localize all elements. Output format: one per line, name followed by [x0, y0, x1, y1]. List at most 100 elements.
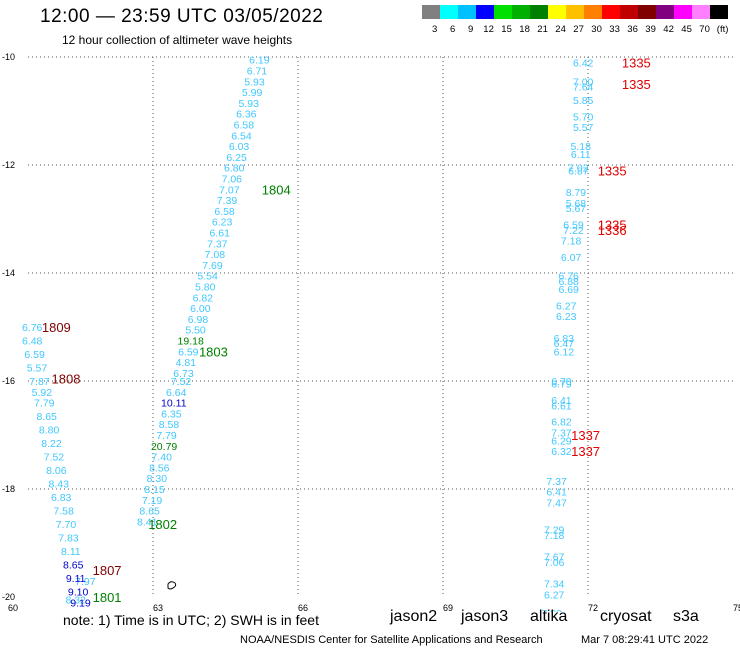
swh-value: 7.87	[29, 376, 50, 388]
legend-label: 9	[468, 24, 473, 35]
swh-value: 7.70	[56, 519, 77, 531]
color-legend: 3 6 9 12 15 18 21 24 27 30 33 36 39 42 45 70 (ft)	[422, 5, 728, 35]
x-tick-label: 63	[153, 603, 163, 612]
swh-value: 5.92	[32, 387, 53, 399]
swh-value: 6.58	[214, 206, 235, 218]
swh-value: 6.42	[573, 57, 594, 69]
swh-value: 6.25	[226, 152, 247, 164]
swh-value: 5.93	[238, 98, 259, 110]
swh-value: 8.79	[566, 187, 587, 199]
legend-label: 6	[450, 24, 455, 35]
island-outline	[167, 581, 177, 590]
swh-value: 6.98	[188, 314, 209, 326]
swh-value: 6.03	[229, 141, 250, 153]
swh-value: 6.82	[551, 417, 572, 429]
swh-value: 8.15	[144, 484, 165, 496]
swh-value: 6.00	[190, 303, 211, 315]
swh-value: 7.07	[219, 184, 240, 196]
swh-value: 6.11	[571, 149, 591, 161]
swh-value: 7.06	[544, 557, 565, 569]
swh-value: 5.68	[566, 198, 587, 210]
pass-time-label: 1807	[93, 563, 122, 578]
swh-value: 6.27	[544, 589, 565, 601]
legend-label: 70	[699, 24, 710, 35]
swh-value: 6.35	[161, 408, 182, 420]
swh-value: 5.80	[195, 282, 216, 294]
swh-value: 7.58	[53, 506, 74, 518]
swh-value: 5.54	[197, 271, 218, 283]
swh-value: 6.54	[231, 130, 252, 142]
swh-value: 9.11	[66, 573, 86, 585]
swh-value: 6.12	[554, 346, 575, 358]
legend-swatch	[458, 5, 476, 19]
swh-value: 6.80	[224, 163, 245, 175]
swh-value: 7.08	[205, 249, 226, 261]
swh-value: 8.80	[39, 425, 60, 437]
legend-swatch	[440, 5, 458, 19]
swh-value: 6.27	[556, 300, 577, 312]
satellite-jason3: jason3	[461, 608, 509, 625]
swh-value: 7.39	[217, 195, 238, 207]
y-tick-label: -18	[2, 484, 15, 494]
swh-value: 6.47	[554, 338, 575, 350]
legend-label: 33	[609, 24, 620, 35]
legend-swatch	[674, 5, 692, 19]
legend-swatch	[566, 5, 584, 19]
pass-time-label: 1335	[622, 77, 651, 92]
pass-time-label: 1336	[598, 223, 627, 238]
credit-source: NOAA/NESDIS Center for Satellite Applica…	[240, 634, 543, 646]
legend-label: 36	[627, 24, 638, 35]
y-tick-label: -20	[2, 592, 15, 602]
swh-value: 5.57	[27, 363, 48, 375]
credit-timestamp: Mar 7 08:29:41 UTC 2022	[581, 634, 709, 646]
swh-value: 7.83	[542, 608, 563, 612]
legend-label: 15	[501, 24, 512, 35]
swh-value: 5.50	[185, 325, 206, 337]
swh-value: 8.65	[36, 411, 57, 423]
pass-time-label: 1808	[52, 371, 81, 386]
swh-value: 7.19	[142, 495, 163, 507]
page-subtitle: 12 hour collection of altimeter wave hei…	[62, 33, 293, 47]
swh-value: 5.57	[573, 122, 594, 134]
satellite-cryosat: cryosat	[600, 608, 652, 625]
pass-time-label: 1335	[622, 55, 651, 70]
legend-label: 18	[519, 24, 530, 35]
swh-value: 8.58	[159, 419, 180, 431]
swh-value: 6.87	[568, 165, 589, 177]
swh-value: 7.22	[563, 225, 584, 237]
legend-swatch	[656, 5, 674, 19]
legend-swatch	[530, 5, 548, 19]
swh-value: 8.06	[46, 465, 67, 477]
swh-value: 6.76	[22, 322, 43, 334]
swh-value: 6.70	[551, 376, 572, 388]
swh-value: 6.83	[51, 492, 72, 504]
swh-value: 6.59	[178, 346, 199, 358]
legend-swatch	[584, 5, 602, 19]
x-tick-label: 72	[588, 603, 598, 612]
swh-value: 7.02	[568, 163, 589, 175]
swh-value: 6.82	[193, 292, 214, 304]
pass-time-label: 1335	[598, 163, 627, 178]
swh-value: 7.52	[44, 452, 65, 464]
swh-value: 7.64	[573, 82, 594, 94]
swh-value: 9.10	[68, 587, 89, 599]
swh-value: 8.65	[63, 560, 84, 572]
legend-label: 42	[663, 24, 674, 35]
swh-value: 5.18	[571, 141, 592, 153]
swh-value: 6.48	[22, 336, 43, 348]
satellite-altika: altika	[530, 608, 568, 625]
swh-value: 7.83	[58, 533, 79, 545]
legend-swatch	[638, 5, 656, 19]
swh-value: 6.07	[561, 252, 582, 264]
swh-value: 6.41	[551, 395, 572, 407]
swh-value: 6.23	[212, 217, 233, 229]
swh-value: 6.79	[551, 379, 572, 391]
pass-time-label: 1801	[93, 590, 122, 605]
swh-value: 6.58	[234, 120, 255, 132]
satellite-jason2: jason2	[390, 608, 438, 625]
page-title: 12:00 — 23:59 UTC 03/05/2022	[40, 6, 324, 27]
pass-time-label: 1337	[571, 428, 600, 443]
swh-value: 7.37	[551, 427, 572, 439]
swh-value: 7.29	[544, 525, 565, 537]
legend-swatch	[692, 5, 710, 19]
